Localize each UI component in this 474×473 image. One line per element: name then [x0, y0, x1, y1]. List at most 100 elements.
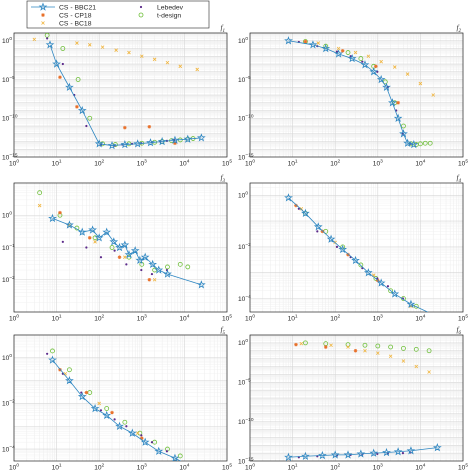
data-point [77, 227, 87, 236]
data-point [140, 54, 144, 59]
data-point [403, 138, 412, 147]
series-bc18 [32, 37, 200, 72]
data-point [364, 268, 373, 277]
data-point [46, 352, 49, 355]
data-point [294, 203, 298, 208]
x-tick-label: 101 [52, 463, 62, 472]
data-point [284, 36, 293, 45]
series-cp18 [303, 39, 400, 105]
x-tick-label: 102 [330, 463, 340, 472]
data-point [37, 190, 43, 196]
data-point [413, 303, 419, 309]
data-point [110, 410, 114, 415]
data-point [413, 346, 419, 352]
data-point [433, 443, 442, 452]
data-point [99, 409, 103, 412]
y-tick-label: 10−2 [238, 242, 251, 251]
data-point [316, 230, 319, 233]
data-point [379, 59, 383, 64]
x-tick-label: 102 [94, 314, 104, 323]
series-line [288, 447, 438, 458]
data-point [336, 46, 341, 51]
data-point [326, 234, 336, 243]
y-tick-label: 10−5 [238, 75, 251, 84]
data-point [65, 82, 74, 91]
data-point [99, 256, 103, 259]
data-point [165, 60, 170, 65]
series-bbc21 [48, 355, 182, 461]
x-tick-label: 100 [245, 314, 255, 323]
data-point [303, 340, 308, 346]
series-cp18 [294, 342, 358, 353]
data-point [133, 139, 143, 148]
series-layer [37, 190, 206, 289]
data-point [388, 98, 397, 107]
series-layer [46, 348, 183, 461]
data-point [376, 351, 380, 355]
data-point [114, 48, 118, 53]
x-tick-label: 104 [415, 159, 425, 168]
series-cp18 [58, 75, 177, 146]
y-tick-label: 10−4 [238, 294, 251, 303]
data-point [124, 250, 134, 259]
y-tick-label: 10−1 [2, 243, 15, 252]
series-layer [32, 33, 206, 150]
data-point [94, 139, 104, 148]
data-point [135, 431, 140, 435]
data-point [376, 74, 386, 84]
data-point [48, 355, 57, 364]
series-bbc21 [48, 213, 206, 289]
data-point [150, 272, 154, 276]
data-point [386, 285, 390, 288]
legend-label: CS - BC18 [59, 20, 92, 27]
series-cp18 [58, 210, 152, 282]
data-point [152, 277, 157, 282]
data-point [197, 133, 206, 142]
y-tick-label: 100 [238, 36, 248, 45]
data-point [301, 208, 310, 218]
data-point [382, 82, 391, 91]
data-point [109, 237, 119, 246]
data-point [130, 246, 140, 255]
y-tick-label: 100 [238, 191, 248, 200]
y-tick-label: 10−2 [2, 275, 15, 284]
data-point [135, 255, 145, 265]
data-point [165, 264, 170, 270]
x-tick-label: 101 [52, 314, 62, 323]
x-tick-label: 104 [415, 463, 425, 472]
data-point [154, 265, 164, 274]
data-point [437, 311, 438, 312]
x-tick-label: 101 [288, 463, 298, 472]
data-point [330, 450, 340, 459]
data-point [345, 50, 351, 55]
data-point [87, 235, 92, 240]
grid [249, 32, 464, 158]
data-point [388, 344, 394, 350]
data-point [140, 268, 143, 272]
legend-label: t-design [157, 12, 181, 19]
x-tick-label: 105 [458, 463, 468, 472]
y-tick-label: 100 [2, 211, 12, 220]
x-tick-label: 104 [179, 463, 189, 472]
x-tick-label: 100 [245, 159, 255, 168]
data-point [87, 43, 92, 47]
data-point [120, 140, 130, 149]
data-point [362, 342, 368, 348]
data-point [157, 136, 167, 146]
legend-label: Lebedev [157, 4, 184, 11]
data-point [65, 220, 74, 229]
y-tick-label: 100 [238, 338, 248, 347]
y-tick-label: 10−5 [238, 378, 251, 387]
data-point [58, 75, 62, 79]
data-point [320, 229, 325, 234]
data-point [340, 49, 345, 53]
data-point [117, 255, 122, 260]
data-point [183, 134, 193, 143]
data-point [353, 50, 358, 55]
data-point [409, 304, 413, 309]
data-point [52, 59, 61, 68]
x-tick-label: 102 [94, 159, 104, 168]
data-point [303, 39, 308, 44]
legend-marker [41, 21, 45, 25]
data-point [313, 222, 323, 231]
